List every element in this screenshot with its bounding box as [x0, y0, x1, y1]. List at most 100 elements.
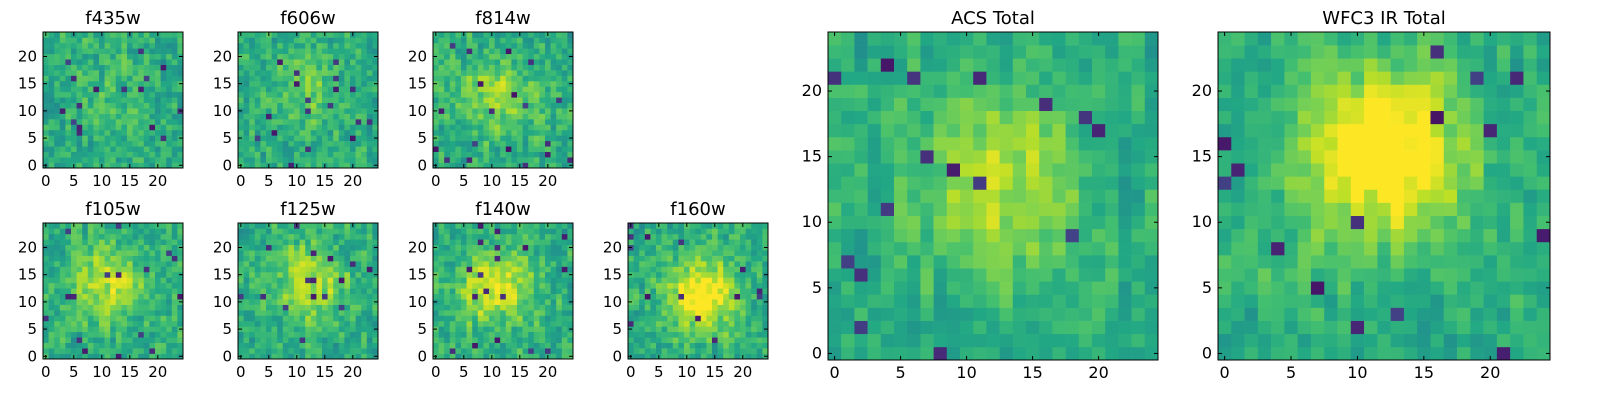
- heatmap-cell: [522, 53, 529, 60]
- heatmap-cell: [266, 239, 272, 246]
- y-tick-label: 0: [222, 156, 232, 174]
- heatmap-cell: [93, 157, 100, 163]
- heatmap-cell: [483, 277, 490, 284]
- heatmap-cell: [166, 91, 173, 98]
- heatmap-cell: [43, 310, 49, 316]
- heatmap-cell: [138, 129, 145, 136]
- heatmap-cell: [249, 255, 256, 262]
- heatmap-cell: [59, 250, 66, 256]
- heatmap-cell: [438, 42, 445, 49]
- heatmap-cell: [54, 59, 61, 65]
- heatmap-cell: [867, 202, 882, 216]
- heatmap-cell: [277, 157, 284, 163]
- heatmap-cell: [87, 223, 94, 229]
- heatmap-cell: [110, 48, 117, 55]
- heatmap-cell: [149, 32, 156, 38]
- heatmap-cell: [65, 239, 72, 246]
- heatmap-cell: [160, 277, 167, 284]
- heatmap-cell: [466, 282, 473, 289]
- heatmap-cell: [299, 282, 306, 289]
- heatmap-cell: [59, 146, 66, 152]
- heatmap-cell: [87, 64, 94, 71]
- heatmap-cell: [539, 271, 546, 278]
- heatmap-cell: [48, 37, 55, 44]
- heatmap-cell: [277, 80, 284, 87]
- heatmap-cell: [449, 119, 456, 125]
- heatmap-cell: [121, 326, 128, 333]
- heatmap-cell: [505, 146, 512, 152]
- heatmap-cell: [48, 75, 55, 82]
- heatmap-cell: [494, 102, 501, 109]
- heatmap-cell: [48, 261, 55, 267]
- heatmap-cell: [138, 162, 145, 169]
- heatmap-cell: [762, 228, 769, 235]
- heatmap-cell: [894, 202, 908, 216]
- heatmap-cell: [260, 337, 267, 343]
- heatmap-cell: [99, 348, 105, 354]
- heatmap-cell: [127, 64, 133, 71]
- heatmap-cell: [355, 315, 362, 322]
- heatmap-cell: [854, 307, 868, 321]
- heatmap-cell: [54, 293, 61, 300]
- heatmap-cell: [48, 310, 55, 316]
- heatmap-cell: [494, 342, 501, 349]
- heatmap-cell: [121, 97, 128, 104]
- heatmap-cell: [522, 255, 529, 262]
- heatmap-cell: [894, 150, 908, 164]
- heatmap-cell: [505, 80, 512, 87]
- heatmap-cell: [550, 42, 557, 49]
- heatmap-cell: [138, 299, 145, 305]
- heatmap-cell: [517, 293, 523, 300]
- heatmap-cell: [483, 53, 490, 60]
- heatmap-cell: [500, 97, 507, 104]
- heatmap-cell: [333, 102, 340, 109]
- heatmap-cell: [712, 261, 718, 267]
- heatmap-cell: [489, 282, 495, 289]
- heatmap-cell: [238, 113, 244, 120]
- heatmap-cell: [71, 299, 77, 305]
- heatmap-cell: [986, 320, 1000, 335]
- heatmap-cell: [841, 150, 855, 164]
- heatmap-cell: [166, 146, 173, 152]
- axes-frame: [42, 222, 184, 360]
- heatmap-cell: [444, 266, 451, 273]
- heatmap-cell: [294, 261, 300, 267]
- heatmap-cell: [299, 32, 306, 38]
- heatmap-cell: [567, 266, 574, 273]
- heatmap-cell: [277, 64, 284, 71]
- heatmap-cell: [160, 315, 167, 322]
- heatmap-cell: [556, 337, 563, 343]
- heatmap-cell: [288, 320, 295, 327]
- heatmap-cell: [550, 293, 557, 300]
- heatmap-cell: [82, 32, 89, 38]
- heatmap-cell: [522, 348, 529, 354]
- heatmap-cell: [48, 97, 55, 104]
- heatmap-cell: [266, 320, 272, 327]
- heatmap-cell: [644, 304, 651, 311]
- heatmap-cell: [545, 75, 551, 82]
- heatmap-cell: [1026, 307, 1040, 321]
- heatmap-cell: [539, 293, 546, 300]
- heatmap-cell: [533, 108, 540, 114]
- heatmap-cell: [372, 140, 379, 147]
- heatmap-cell: [489, 102, 495, 109]
- heatmap-cell: [444, 326, 451, 333]
- heatmap-cell: [54, 326, 61, 333]
- heatmap-cell: [322, 326, 328, 333]
- heatmap-cell: [461, 261, 467, 267]
- heatmap-cell: [728, 353, 735, 360]
- heatmap-cell: [99, 91, 105, 98]
- heatmap-cell: [550, 277, 557, 284]
- heatmap-cell: [249, 223, 256, 229]
- heatmap-cell: [1026, 255, 1040, 269]
- heatmap-cell: [745, 315, 752, 322]
- heatmap-cell: [661, 299, 668, 305]
- heatmap-cell: [528, 97, 535, 104]
- heatmap-cell: [723, 277, 730, 284]
- heatmap-cell: [366, 64, 373, 71]
- heatmap-cell: [344, 255, 351, 262]
- heatmap-cell: [143, 119, 150, 125]
- heatmap-cell: [355, 326, 362, 333]
- heatmap-cell: [700, 228, 707, 235]
